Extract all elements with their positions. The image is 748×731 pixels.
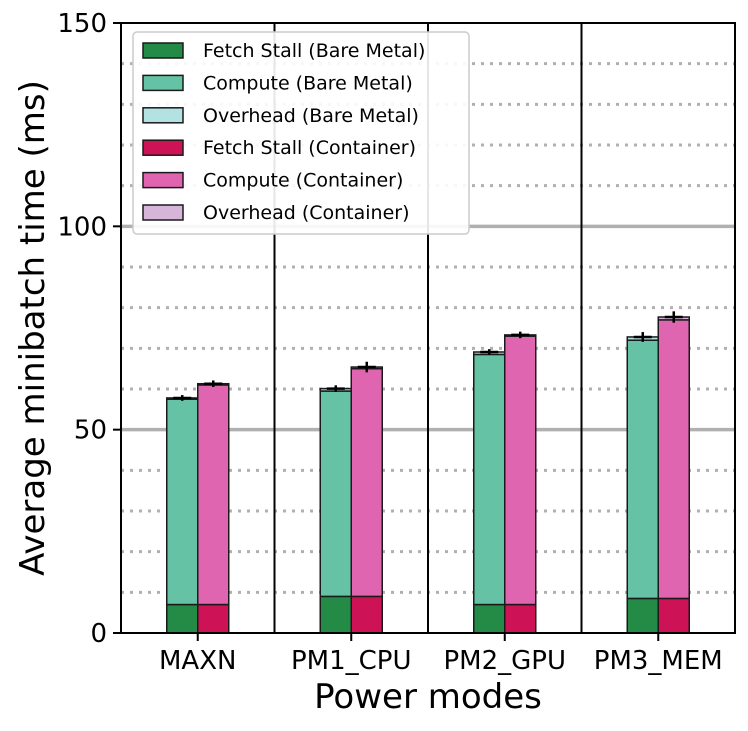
x-axis-title: Power modes: [314, 677, 542, 717]
legend-box: [132, 31, 470, 235]
legend-swatch: [142, 171, 184, 189]
legend-item: Compute (Container): [142, 170, 403, 192]
x-tick-label: PM3_MEM: [594, 646, 723, 676]
y-tick-label: 50: [74, 416, 107, 446]
legend-swatch: [142, 74, 184, 92]
legend-label: Overhead (Container): [203, 202, 410, 224]
bar-fetch-stall-container-maxn: [197, 603, 230, 634]
error-bar-bare-metal-pm3_mem: [633, 332, 652, 342]
x-tick-label: PM1_CPU: [291, 646, 412, 676]
error-bar-bare-metal-maxn: [173, 395, 192, 401]
bar-fetch-stall-container-pm1_cpu: [350, 595, 383, 634]
plot-frame: [120, 22, 736, 634]
legend-label: Compute (Bare Metal): [203, 72, 413, 94]
legend-swatch: [142, 42, 184, 59]
legend: Fetch Stall (Bare Metal) Compute (Bare Me…: [132, 31, 470, 235]
legend-label: Fetch Stall (Bare Metal): [203, 40, 425, 62]
error-bar-container-maxn: [204, 380, 223, 387]
bar-compute-bare-metal-maxn: [166, 398, 199, 606]
bar-compute-container-pm2_gpu: [504, 335, 537, 606]
y-tick-label: 100: [57, 212, 107, 242]
x-tick-label: MAXN: [159, 646, 236, 676]
legend-item: Compute (Bare Metal): [142, 72, 413, 94]
y-tick-label: 150: [57, 9, 107, 39]
bar-compute-container-pm1_cpu: [350, 367, 383, 598]
error-bars: [173, 311, 683, 401]
legend-item: Overhead (Container): [142, 202, 410, 224]
legend-item: Fetch Stall (Bare Metal): [142, 40, 425, 62]
bar-fetch-stall-bare-metal-pm1_cpu: [319, 595, 352, 634]
error-bar-container-pm2_gpu: [511, 331, 530, 339]
bar-fetch-stall-bare-metal-pm3_mem: [626, 597, 659, 634]
x-tick-label: PM2_GPU: [443, 646, 566, 676]
y-axis-title: Average minibatch time (ms): [13, 80, 53, 576]
bar-compute-bare-metal-pm2_gpu: [473, 353, 506, 606]
bar-fetch-stall-container-pm3_mem: [657, 597, 690, 634]
bar-fetch-stall-bare-metal-maxn: [166, 603, 199, 634]
legend-item: Overhead (Bare Metal): [142, 105, 419, 127]
error-bar-container-pm1_cpu: [357, 361, 376, 373]
bar-compute-bare-metal-pm1_cpu: [319, 390, 352, 598]
bar-fetch-stall-bare-metal-pm2_gpu: [473, 603, 506, 634]
bar-compute-container-maxn: [197, 384, 230, 606]
y-tick-label: 0: [90, 619, 107, 649]
legend-label: Fetch Stall (Container): [203, 137, 416, 159]
legend-swatch: [142, 107, 184, 124]
y-axis-ticks: 0 50 100 150: [57, 9, 121, 649]
error-bar-container-pm3_mem: [664, 311, 683, 323]
legend-label: Overhead (Bare Metal): [203, 105, 419, 127]
bar-fetch-stall-container-pm2_gpu: [504, 603, 537, 634]
legend-swatch: [142, 204, 184, 221]
bars: [166, 316, 690, 634]
legend-label: Compute (Container): [203, 170, 403, 192]
error-bar-bare-metal-pm2_gpu: [480, 349, 499, 355]
bar-compute-bare-metal-pm3_mem: [626, 339, 659, 600]
legend-item: Fetch Stall (Container): [142, 137, 416, 159]
bar-compute-container-pm3_mem: [657, 319, 690, 600]
legend-swatch: [142, 139, 184, 156]
x-axis-ticks: MAXN PM1_CPU PM2_GPU PM3_MEM: [159, 633, 723, 676]
error-bar-bare-metal-pm1_cpu: [326, 385, 345, 392]
